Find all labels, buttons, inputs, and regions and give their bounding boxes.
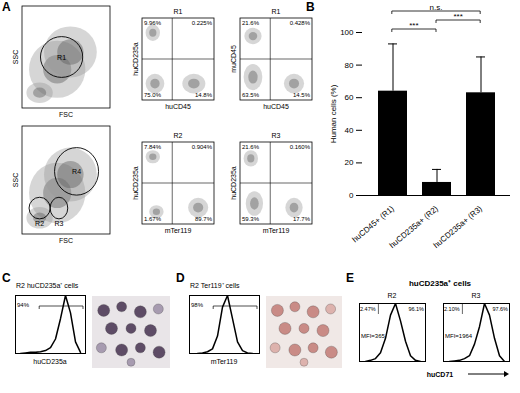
svg-text:7.84%: 7.84% <box>144 144 162 150</box>
svg-text:60: 60 <box>345 93 354 102</box>
svg-text:9.96%: 9.96% <box>144 20 162 26</box>
svg-text:0.225%: 0.225% <box>192 20 213 26</box>
svg-text:R4: R4 <box>72 168 81 175</box>
svg-text:huCD45+ (R1): huCD45+ (R1) <box>350 204 396 244</box>
svg-text:21.6%: 21.6% <box>242 144 260 150</box>
svg-text:D: D <box>176 271 185 285</box>
svg-text:R1: R1 <box>57 54 66 61</box>
svg-text:A: A <box>2 0 11 14</box>
svg-text:muCD45: muCD45 <box>230 45 237 73</box>
svg-text:B: B <box>306 0 315 14</box>
svg-text:59.3%: 59.3% <box>242 216 260 222</box>
svg-text:huCD235a: huCD235a <box>33 358 67 365</box>
svg-text:huCD45: huCD45 <box>263 103 289 110</box>
svg-text:2.10%: 2.10% <box>444 306 460 312</box>
svg-text:mTer119: mTer119 <box>263 227 290 234</box>
svg-text:huCD235a+ (R2): huCD235a+ (R2) <box>387 204 440 251</box>
svg-text:17.7%: 17.7% <box>293 216 311 222</box>
svg-text:0.904%: 0.904% <box>192 144 213 150</box>
svg-text:MFI=1964: MFI=1964 <box>445 333 473 339</box>
svg-text:mTer119: mTer119 <box>211 358 238 365</box>
svg-text:huCD235a+ (R3): huCD235a+ (R3) <box>432 204 485 250</box>
svg-text:huCD235a: huCD235a <box>132 166 139 200</box>
svg-text:***: *** <box>453 12 462 21</box>
svg-text:C: C <box>2 271 11 285</box>
svg-text:huCD235a⁺ cells: huCD235a⁺ cells <box>409 279 472 288</box>
svg-text:huCD71: huCD71 <box>427 371 454 378</box>
svg-text:FSC: FSC <box>59 111 73 118</box>
svg-text:94%: 94% <box>17 302 30 308</box>
svg-text:huCD235a: huCD235a <box>132 42 139 76</box>
svg-text:SSC: SSC <box>12 50 19 64</box>
svg-text:R3: R3 <box>472 292 481 299</box>
svg-text:2.47%: 2.47% <box>360 306 376 312</box>
svg-text:89.7%: 89.7% <box>195 216 213 222</box>
svg-text:R3: R3 <box>54 220 63 227</box>
svg-text:R3: R3 <box>272 132 281 139</box>
svg-text:0.160%: 0.160% <box>290 144 311 150</box>
svg-text:14.8%: 14.8% <box>195 92 213 98</box>
svg-text:Human cells (%): Human cells (%) <box>329 84 338 143</box>
svg-text:mTer119: mTer119 <box>165 227 192 234</box>
svg-text:R2 huCD235a⁺ cells: R2 huCD235a⁺ cells <box>16 282 79 289</box>
svg-text:96.1%: 96.1% <box>408 306 424 312</box>
svg-text:R1: R1 <box>174 8 183 15</box>
svg-text:R2: R2 <box>174 132 183 139</box>
svg-text:75.0%: 75.0% <box>144 92 162 98</box>
svg-text:R2 Ter119⁺ cells: R2 Ter119⁺ cells <box>190 282 240 289</box>
svg-text:R1: R1 <box>272 8 281 15</box>
svg-text:63.5%: 63.5% <box>242 92 260 98</box>
svg-text:***: *** <box>409 21 418 30</box>
svg-text:20: 20 <box>345 158 354 167</box>
svg-text:98%: 98% <box>191 302 204 308</box>
svg-text:100: 100 <box>340 28 354 37</box>
svg-text:14.5%: 14.5% <box>293 92 311 98</box>
svg-text:SSC: SSC <box>12 173 19 187</box>
svg-text:n.s.: n.s. <box>430 3 443 12</box>
svg-text:0.428%: 0.428% <box>290 20 311 26</box>
svg-text:FSC: FSC <box>59 237 73 244</box>
svg-text:40: 40 <box>345 126 354 135</box>
svg-text:huCD45: huCD45 <box>165 103 191 110</box>
svg-text:huCD235a: huCD235a <box>230 166 237 200</box>
svg-text:MFI=365: MFI=365 <box>361 333 386 339</box>
svg-text:E: E <box>346 271 354 285</box>
svg-text:97.6%: 97.6% <box>492 306 508 312</box>
svg-text:21.6%: 21.6% <box>242 20 260 26</box>
svg-text:R2: R2 <box>35 220 44 227</box>
svg-text:0: 0 <box>349 191 354 200</box>
svg-text:1.67%: 1.67% <box>144 216 162 222</box>
svg-text:R2: R2 <box>388 292 397 299</box>
svg-text:80: 80 <box>345 61 354 70</box>
